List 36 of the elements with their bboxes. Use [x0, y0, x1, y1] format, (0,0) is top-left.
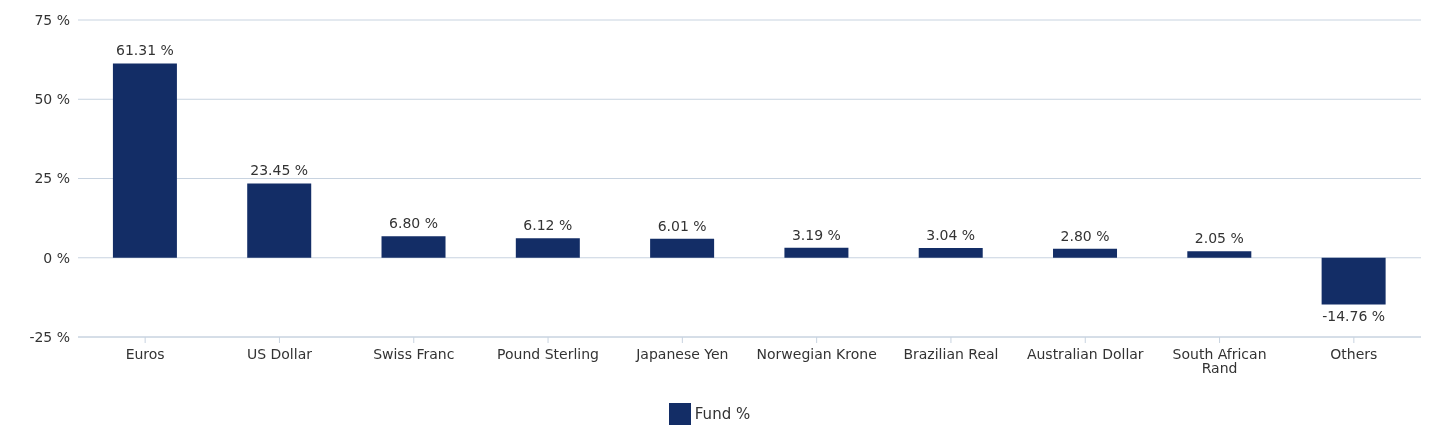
bar: [918, 248, 983, 258]
legend-label: Fund %: [694, 404, 751, 423]
x-tick-label: Japanese Yen: [635, 345, 729, 362]
bar: [650, 238, 715, 258]
data-label: 23.45 %: [250, 162, 309, 179]
x-tick-label: Others: [1330, 345, 1378, 362]
data-label: -14.76 %: [1322, 307, 1386, 324]
data-label: 3.04 %: [926, 227, 976, 244]
data-label: 6.01 %: [657, 217, 707, 234]
x-tick-label: Norwegian Krone: [756, 345, 877, 362]
data-label: 2.05 %: [1194, 230, 1244, 247]
bar: [1187, 251, 1252, 258]
x-tick-label: US Dollar: [246, 345, 313, 362]
x-tick-label: Euros: [125, 345, 165, 362]
x-tick-label: Swiss Franc: [373, 345, 455, 362]
bar: [784, 247, 849, 258]
data-label: 6.80 %: [389, 215, 438, 232]
x-tick-label: South African Rand: [1172, 345, 1267, 376]
data-label: 2.80 %: [1060, 227, 1110, 244]
y-tick-label: -25 %: [29, 328, 70, 345]
bar: [381, 236, 446, 258]
bar: [515, 238, 580, 258]
data-label: 3.19 %: [791, 226, 841, 243]
x-tick-label: Brazilian Real: [903, 345, 999, 362]
bar: [1053, 248, 1118, 258]
y-tick-label: 50 %: [34, 91, 70, 108]
y-tick-label: 75 %: [34, 11, 70, 28]
x-tick-label: Australian Dollar: [1026, 345, 1144, 362]
y-tick-label: 0 %: [43, 249, 70, 266]
bar: [112, 63, 177, 258]
bar: [1321, 257, 1386, 305]
bar: [247, 183, 312, 258]
y-tick-label: 25 %: [34, 170, 70, 187]
data-label: 61.31 %: [116, 42, 174, 59]
data-label: 6.12 %: [523, 217, 573, 234]
x-tick-label: Pound Sterling: [497, 345, 599, 362]
